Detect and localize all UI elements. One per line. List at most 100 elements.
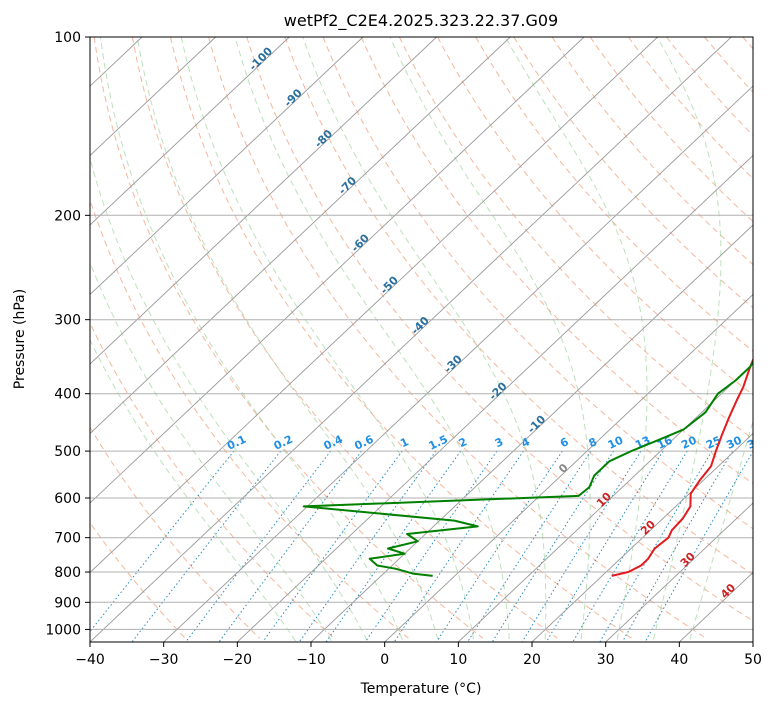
y-tick-label: 200 <box>54 208 81 224</box>
x-tick-label: 40 <box>670 652 688 668</box>
moist-adiabat-line <box>234 37 510 642</box>
isotherm-line <box>90 37 585 504</box>
moist-adiabat-line <box>389 37 591 642</box>
isotherm-line <box>531 432 753 642</box>
mixing-ratio-label: 0.6 <box>352 433 375 453</box>
mixing-ratio-label: 10 <box>606 433 626 451</box>
isotherm-line <box>90 37 658 574</box>
isotherm-label: -80 <box>312 127 335 150</box>
moist-adiabat-line <box>90 338 297 642</box>
isotherm-line <box>236 154 753 642</box>
moist-adiabat-line <box>688 419 753 642</box>
isotherm-line <box>90 37 437 365</box>
mixing-ratio-label: 1 <box>398 435 410 450</box>
isotherm-label: -60 <box>349 231 372 254</box>
mixing-ratio-label: 2 <box>457 435 469 450</box>
dry-adiabat-line <box>90 321 335 639</box>
x-tick-label: 10 <box>449 652 467 668</box>
y-tick-label: 900 <box>54 595 81 611</box>
moist-adiabat-line <box>180 37 475 642</box>
y-tick-label: 700 <box>54 531 81 547</box>
dry-adiabat-line <box>90 198 409 639</box>
isotherm-label: -70 <box>336 174 359 197</box>
moist-adiabat-line <box>90 156 369 642</box>
y-axis-title: Pressure (hPa) <box>12 289 28 389</box>
mixing-ratio-line <box>644 450 753 642</box>
x-tick-label: −20 <box>223 652 253 668</box>
dry-adiabat-line <box>360 37 753 485</box>
dry-adiabat-line <box>208 37 707 639</box>
mixing-ratio-line <box>131 450 282 642</box>
mixing-ratio-line <box>364 450 498 642</box>
mixing-ratio-line <box>521 450 642 642</box>
dry-adiabat-line <box>398 37 753 440</box>
isotherm-label: -40 <box>409 314 432 337</box>
mixing-ratio-line <box>621 450 733 642</box>
mixing-ratio-label: 6 <box>558 435 571 450</box>
mixing-ratio-label: 1.5 <box>427 433 450 453</box>
dry-adiabat-line <box>131 37 558 639</box>
moist-adiabat-line <box>100 37 404 642</box>
x-tick-label: 50 <box>744 652 762 668</box>
dry-adiabat-line <box>742 37 753 50</box>
mixing-ratio-line <box>90 450 235 633</box>
y-tick-label: 1000 <box>45 622 81 638</box>
background-lines <box>90 37 753 642</box>
dry-adiabat-line <box>704 37 753 93</box>
isotherm-line <box>90 37 511 435</box>
mixing-ratio-line <box>218 450 362 642</box>
y-tick-label: 300 <box>54 313 81 329</box>
plot-frame <box>89 36 754 643</box>
mixing-ratio-line <box>435 450 563 642</box>
isotherm-line <box>752 641 753 642</box>
moist-adiabat-line <box>652 37 722 642</box>
mixing-ratio-label: 20 <box>679 433 699 451</box>
x-tick-label: 30 <box>597 652 615 668</box>
y-axis: 100 200 300 400 500 600 700 800 900 1000 <box>45 30 90 638</box>
isotherm-label: -30 <box>442 352 465 375</box>
isotherm-line <box>678 571 753 642</box>
dry-adiabat-line <box>627 37 753 180</box>
mixing-ratio-label: 0.1 <box>225 433 248 453</box>
isotherm-line <box>90 37 732 642</box>
dry-adiabat-line <box>475 37 753 352</box>
mixing-ratio-label: 3 <box>493 435 505 450</box>
isotherm-line <box>457 363 753 642</box>
dry-adiabat-line <box>551 37 753 266</box>
isotherm-label: 40 <box>718 581 738 601</box>
isotherm-line <box>605 502 753 642</box>
x-tick-label: −10 <box>296 652 326 668</box>
mixing-ratio-label: 25 <box>704 434 723 452</box>
mixing-ratio-label: 8 <box>587 435 599 450</box>
moist-adiabat-line <box>302 37 547 642</box>
dry-adiabat-line <box>284 37 753 576</box>
moist-adiabat-line <box>505 37 648 642</box>
sounding-series-line-2 <box>302 359 753 577</box>
y-tick-label: 800 <box>54 565 81 581</box>
mixing-ratio-line <box>325 450 462 642</box>
series-layer <box>302 357 753 577</box>
x-tick-label: 20 <box>523 652 541 668</box>
isotherm-line <box>90 37 364 296</box>
moist-adiabat-line <box>90 261 333 642</box>
isotherm-line <box>90 37 216 157</box>
mixing-ratio-line <box>262 450 403 642</box>
mixing-ratio-label: 16 <box>655 433 675 451</box>
isotherm-label: -10 <box>525 412 548 435</box>
sounding-series-line-1 <box>611 357 753 577</box>
grid-lines <box>90 37 753 642</box>
y-tick-label: 500 <box>54 444 81 460</box>
mixing-ratio-line <box>393 450 524 642</box>
mixing-ratio-label: 30 <box>724 433 744 451</box>
y-tick-label: 600 <box>54 491 81 507</box>
dry-adiabat-line <box>322 37 753 530</box>
dry-adiabat-line <box>90 426 260 639</box>
isotherm-label: 10 <box>594 490 614 510</box>
x-axis: −40 −30 −20 −10 0 10 20 30 40 50 <box>75 642 762 668</box>
chart-title: wetPf2_C2E4.2025.323.22.37.G09 <box>284 11 558 31</box>
isotherm-line <box>163 85 753 642</box>
x-tick-label: −40 <box>75 652 105 668</box>
mixing-ratio-label: 0.2 <box>272 433 295 453</box>
mixing-ratio-label: 36 <box>745 433 765 451</box>
